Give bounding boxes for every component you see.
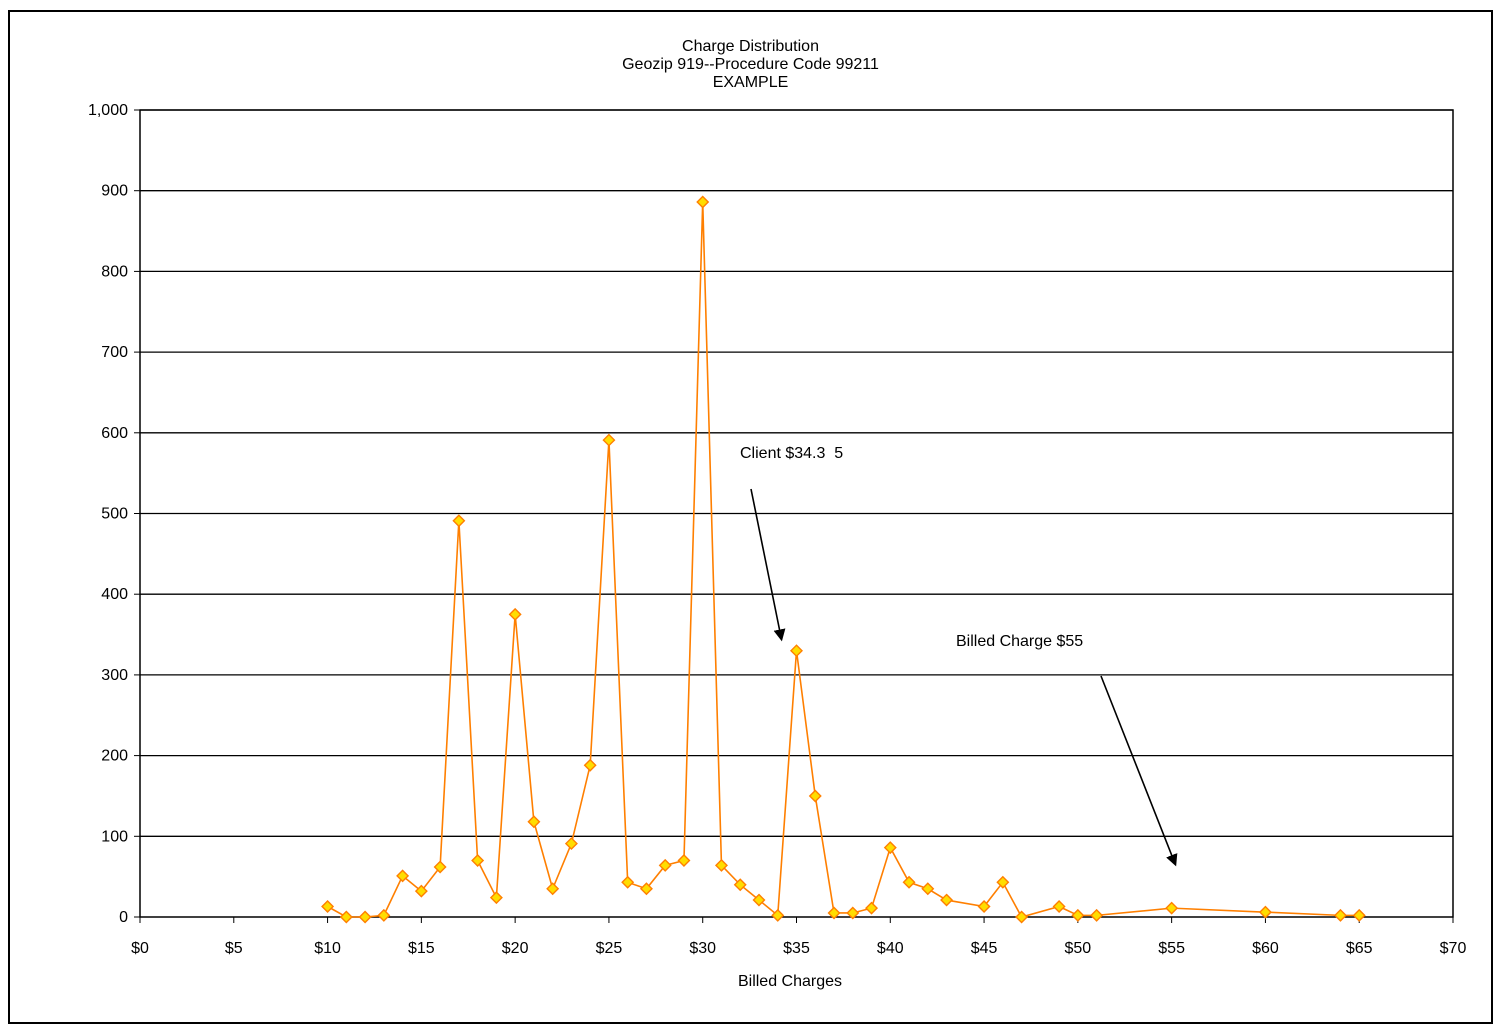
annotation-arrow [750, 488, 786, 642]
y-tick-label: 300 [101, 667, 128, 684]
y-tick-label: 200 [101, 748, 128, 765]
data-point [527, 815, 541, 829]
data-point [639, 882, 653, 896]
data-point [583, 758, 597, 772]
data-point [602, 433, 616, 447]
x-tick-label: $55 [1158, 940, 1185, 957]
data-point [752, 893, 766, 907]
x-tick-label: $70 [1440, 940, 1467, 957]
data-point [433, 860, 447, 874]
y-tick-label: 1,000 [88, 102, 128, 119]
y-tick-label: 700 [101, 344, 128, 361]
x-tick-label: $45 [971, 940, 998, 957]
x-tick-label: $30 [689, 940, 716, 957]
chart-subtitle-example: EXAMPLE [712, 74, 789, 91]
x-tick-label: $0 [131, 940, 149, 957]
x-tick-label: $15 [408, 940, 435, 957]
series-line [327, 201, 1360, 918]
data-point [977, 900, 991, 913]
data-point [771, 908, 785, 922]
data-point [396, 869, 410, 883]
chart-subtitle: Geozip 919--Procedure Code 99211 [622, 56, 879, 73]
y-tick-label: 100 [101, 828, 128, 845]
x-axis-title: Billed Charges [737, 973, 843, 990]
data-point [902, 875, 916, 889]
x-tick-label: $50 [1065, 940, 1092, 957]
data-point [377, 908, 391, 922]
data-point [358, 910, 372, 924]
data-point [508, 607, 522, 621]
data-point [827, 906, 841, 920]
x-tick-label: $60 [1252, 940, 1279, 957]
data-point [733, 878, 747, 892]
data-point [790, 644, 803, 658]
data-point [846, 906, 860, 920]
data-point [564, 837, 578, 851]
data-point [1165, 901, 1179, 915]
x-tick-label: $5 [225, 940, 243, 957]
annotation-arrow [1100, 675, 1178, 867]
data-point [414, 884, 428, 898]
data-point [1052, 900, 1066, 913]
x-tick-label: $35 [783, 940, 810, 957]
y-tick-label: 800 [101, 263, 128, 280]
data-point [940, 893, 954, 907]
data-point [921, 882, 935, 896]
data-point [658, 858, 672, 872]
annotation-client-label: Client $34.3 5 [740, 445, 844, 462]
annotation-billed-label: Billed Charge $55 [956, 633, 1084, 650]
data-point [996, 875, 1010, 889]
x-tick-label: $40 [877, 940, 904, 957]
chart-frame [8, 10, 1493, 1024]
data-point [714, 858, 728, 872]
data-point [452, 514, 466, 528]
chart-title: Charge Distribution [682, 38, 819, 55]
data-point [471, 854, 485, 867]
y-tick-label: 900 [101, 183, 128, 200]
data-point [546, 882, 560, 896]
data-point [1015, 910, 1029, 924]
data-point [621, 875, 635, 889]
x-tick-label: $20 [502, 940, 529, 957]
data-point [883, 841, 897, 855]
y-tick-label: 500 [101, 506, 128, 523]
x-tick-label: $65 [1346, 940, 1373, 957]
x-tick-label: $10 [314, 940, 341, 957]
data-point [1258, 905, 1272, 919]
y-tick-label: 400 [101, 586, 128, 603]
data-point [1352, 908, 1366, 922]
data-point [321, 900, 335, 913]
data-point [808, 789, 822, 803]
data-point [1090, 908, 1104, 922]
data-point [677, 854, 691, 867]
y-tick-label: 600 [101, 425, 128, 442]
y-tick-label: 0 [119, 909, 128, 926]
data-point [865, 901, 879, 915]
data-point [696, 195, 710, 209]
data-point [339, 910, 353, 924]
x-tick-label: $25 [596, 940, 623, 957]
data-point [489, 891, 503, 905]
data-point [1071, 908, 1085, 922]
data-point [1333, 908, 1347, 922]
